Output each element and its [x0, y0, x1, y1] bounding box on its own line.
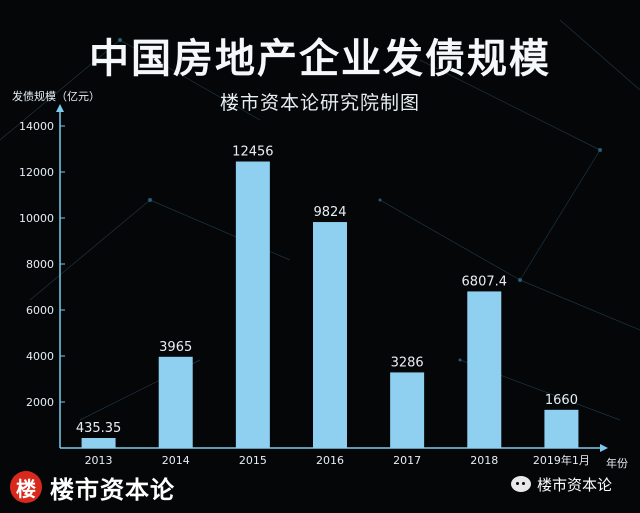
page-subtitle: 楼市资本论研究院制图	[219, 92, 420, 114]
brand-right-name: 楼市资本论	[537, 475, 613, 494]
y-tick-label: 8000	[26, 258, 54, 271]
y-tick-label: 10000	[19, 212, 54, 225]
x-axis-arrow	[600, 444, 608, 452]
y-tick-label: 4000	[26, 350, 54, 363]
bar	[235, 161, 270, 448]
brand-logo-badge: 楼	[10, 471, 42, 503]
page-title: 中国房地产企业发债规模	[89, 36, 551, 82]
brand-right: 楼市资本论	[511, 472, 612, 496]
bar	[544, 409, 579, 448]
y-tick-label: 14000	[19, 120, 54, 133]
bar-value-label: 1660	[545, 393, 578, 408]
bar	[313, 222, 347, 448]
x-tick-label: 2016	[316, 454, 344, 467]
y-axis-arrow	[56, 104, 64, 112]
brand-left: 楼 楼市资本论	[10, 470, 175, 504]
brand-name: 楼市资本论	[50, 475, 175, 504]
bar-value-label: 6807.4	[462, 274, 508, 289]
y-tick-label: 2000	[26, 396, 54, 409]
bar-value-label: 9824	[313, 205, 346, 220]
x-tick-label: 2014	[162, 454, 190, 467]
x-tick-label: 2015	[239, 454, 267, 467]
wechat-icon	[511, 476, 531, 492]
x-tick-label: 2018	[470, 454, 498, 467]
x-axis-label: 年份	[606, 457, 628, 470]
y-tick-label: 6000	[26, 304, 54, 317]
bar-value-label: 3286	[391, 355, 424, 370]
bar	[467, 291, 502, 448]
x-tick-label: 2019年1月	[533, 453, 590, 467]
bar-value-label: 3965	[159, 340, 192, 355]
y-axis-label: 发债规模（亿元）	[12, 90, 100, 103]
x-tick-label: 2013	[85, 454, 113, 467]
bar	[158, 356, 193, 448]
x-tick-label: 2017	[393, 454, 421, 467]
y-tick-label: 12000	[19, 166, 54, 179]
bar-value-label: 435.35	[76, 421, 122, 436]
bar-value-label: 12456	[232, 145, 273, 160]
bar	[390, 372, 425, 448]
bar	[81, 437, 116, 448]
